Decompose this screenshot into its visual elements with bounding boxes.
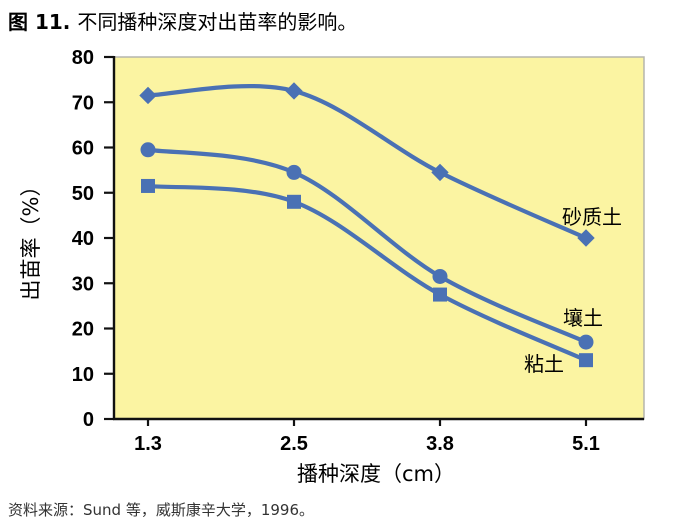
y-tick-label: 10: [72, 364, 94, 386]
data-point-square: [433, 287, 447, 302]
y-tick-label: 80: [72, 47, 94, 69]
series-label-clay: 粘土: [524, 352, 564, 376]
data-point-circle: [140, 142, 156, 158]
y-tick-label: 70: [72, 92, 94, 114]
data-point-square: [579, 353, 593, 368]
plot-area: [113, 56, 645, 420]
series-line-clay: [145, 183, 589, 363]
x-axis-title: 播种深度（cm）: [297, 462, 455, 486]
series-line-sandy-soil: [145, 84, 589, 241]
x-tick-label: 1.3: [134, 433, 162, 455]
y-tick-label: 50: [72, 183, 94, 205]
x-tick-label: 5.1: [572, 433, 600, 455]
data-point-diamond: [285, 82, 303, 100]
data-point-circle: [286, 164, 302, 180]
y-tick-label: 40: [72, 228, 94, 250]
data-point-diamond: [577, 229, 595, 247]
x-tick-label: 3.8: [426, 433, 454, 455]
y-tick-label: 60: [72, 138, 94, 160]
y-tick-label: 0: [83, 409, 94, 431]
y-tick-label: 30: [72, 273, 94, 295]
figure-title-text: 不同播种深度对出苗率的影响。: [77, 10, 358, 34]
data-point-diamond: [139, 86, 157, 105]
figure-number: 图 11.: [8, 10, 71, 34]
x-tick-label: 2.5: [280, 433, 308, 455]
data-point-circle: [432, 268, 448, 284]
y-axis-title: 出苗率（%）: [19, 176, 43, 301]
series-label-loam: 壤土: [563, 306, 603, 330]
series-line-loam: [145, 147, 589, 345]
data-point-diamond: [431, 163, 449, 182]
data-point-square: [287, 194, 301, 209]
data-point-circle: [578, 334, 594, 350]
series-label-sandy-soil: 砂质土: [562, 205, 622, 229]
data-point-square: [141, 178, 155, 193]
source-note: 资料来源：Sund 等，威斯康辛大学，1996。: [8, 501, 315, 519]
figure-title: 图 11. 不同播种深度对出苗率的影响。: [8, 6, 357, 35]
y-tick-label: 20: [72, 319, 94, 341]
